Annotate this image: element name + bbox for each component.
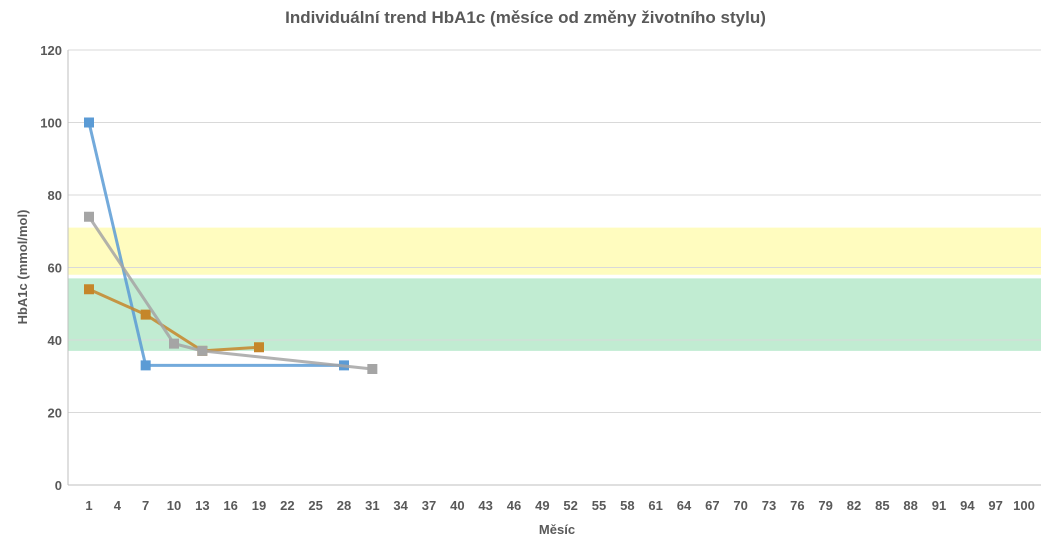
x-tick-label: 7 (142, 498, 149, 513)
x-tick-label: 79 (818, 498, 832, 513)
x-tick-label: 73 (762, 498, 776, 513)
data-point (367, 364, 378, 374)
data-point (169, 338, 179, 349)
data-point (140, 360, 151, 371)
x-tick-label: 49 (535, 498, 549, 513)
x-tick-label: 97 (988, 498, 1002, 513)
x-tick-label: 16 (223, 498, 237, 513)
y-tick-label: 60 (48, 261, 62, 276)
axes (67, 50, 1041, 486)
y-tick-label: 20 (48, 406, 62, 421)
reference-band-1 (68, 227, 1041, 275)
x-tick-label: 31 (365, 498, 379, 513)
x-tick-label: 64 (677, 498, 692, 513)
chart-title: Individuální trend HbA1c (měsíce od změn… (285, 8, 766, 27)
y-tick-label: 0 (55, 478, 62, 493)
x-tick-label: 4 (114, 498, 122, 513)
gridlines (68, 49, 1041, 413)
y-tick-label: 40 (48, 333, 62, 348)
x-tick-label: 91 (932, 498, 946, 513)
y-tick-label: 80 (48, 188, 62, 203)
x-tick-label: 58 (620, 498, 634, 513)
x-tick-label: 28 (337, 498, 351, 513)
x-tick-label: 13 (195, 498, 209, 513)
x-tick-label: 100 (1013, 498, 1035, 513)
x-tick-label: 52 (563, 498, 577, 513)
series-3 (84, 211, 378, 374)
y-tick-label: 120 (40, 43, 62, 58)
x-tick-label: 1 (85, 498, 92, 513)
y-axis-label: HbA1c (mmol/mol) (15, 210, 30, 325)
data-point (84, 211, 94, 222)
x-axis-label: Měsíc (539, 522, 575, 537)
data-point (84, 117, 94, 128)
x-tick-label: 46 (507, 498, 521, 513)
x-tick-label: 19 (252, 498, 266, 513)
tick-labels: 0 20 40 60 80 100 120 1 4 7 10 13 16 19 22 25 28 31 34 37 40… (40, 43, 1035, 513)
data-point (197, 345, 208, 356)
reference-bands (68, 227, 1041, 351)
x-tick-label: 76 (790, 498, 804, 513)
x-tick-label: 61 (648, 498, 662, 513)
x-tick-label: 43 (478, 498, 492, 513)
data-point (140, 309, 151, 320)
x-tick-label: 25 (308, 498, 322, 513)
y-tick-label: 100 (40, 116, 62, 131)
x-tick-label: 85 (875, 498, 889, 513)
series-line (87, 215, 373, 371)
reference-band-2 (68, 278, 1041, 351)
series-line (88, 287, 260, 353)
data-point (84, 284, 94, 295)
x-tick-label: 37 (422, 498, 436, 513)
x-tick-label: 34 (393, 498, 408, 513)
x-tick-label: 40 (450, 498, 464, 513)
x-tick-label: 94 (960, 498, 975, 513)
series-layer (84, 117, 378, 374)
x-tick-label: 88 (903, 498, 917, 513)
data-point (254, 342, 264, 353)
x-tick-label: 70 (733, 498, 747, 513)
x-tick-label: 67 (705, 498, 719, 513)
x-tick-label: 82 (847, 498, 861, 513)
x-tick-label: 22 (280, 498, 294, 513)
x-tick-label: 10 (167, 498, 181, 513)
x-tick-label: 55 (592, 498, 606, 513)
